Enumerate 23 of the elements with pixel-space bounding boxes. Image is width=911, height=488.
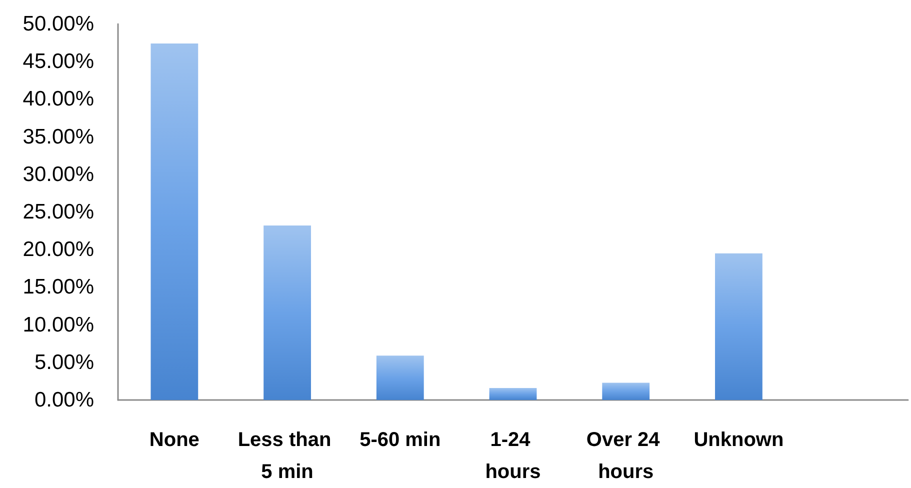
y-tick-label: 5.00% [34,350,94,374]
x-tick-label: Unknown [694,429,784,451]
x-tick-label: Over 24 hours [586,429,666,483]
x-tick-label: Less than 5 min [238,429,337,483]
bar [150,44,198,400]
bar [489,388,537,400]
y-tick-label: 10.00% [22,313,94,336]
y-tick-label: 20.00% [22,238,94,262]
bar [376,356,424,400]
y-tick-label: 25.00% [22,200,94,224]
bar [715,253,762,400]
x-tick-label: 1-24 hours [485,429,541,483]
y-tick-label: 30.00% [22,162,94,186]
bar [602,382,650,400]
y-tick-label: 15.00% [22,276,94,299]
y-tick-label: 0.00% [34,388,94,412]
y-tick-label: 45.00% [22,50,94,74]
x-tick-label: None [149,429,200,451]
y-tick-label: 40.00% [22,88,94,111]
bar [264,226,311,400]
y-tick-label: 50.00% [22,12,94,36]
x-tick-label: 5-60 min [360,429,441,451]
y-tick-label: 35.00% [22,125,94,148]
